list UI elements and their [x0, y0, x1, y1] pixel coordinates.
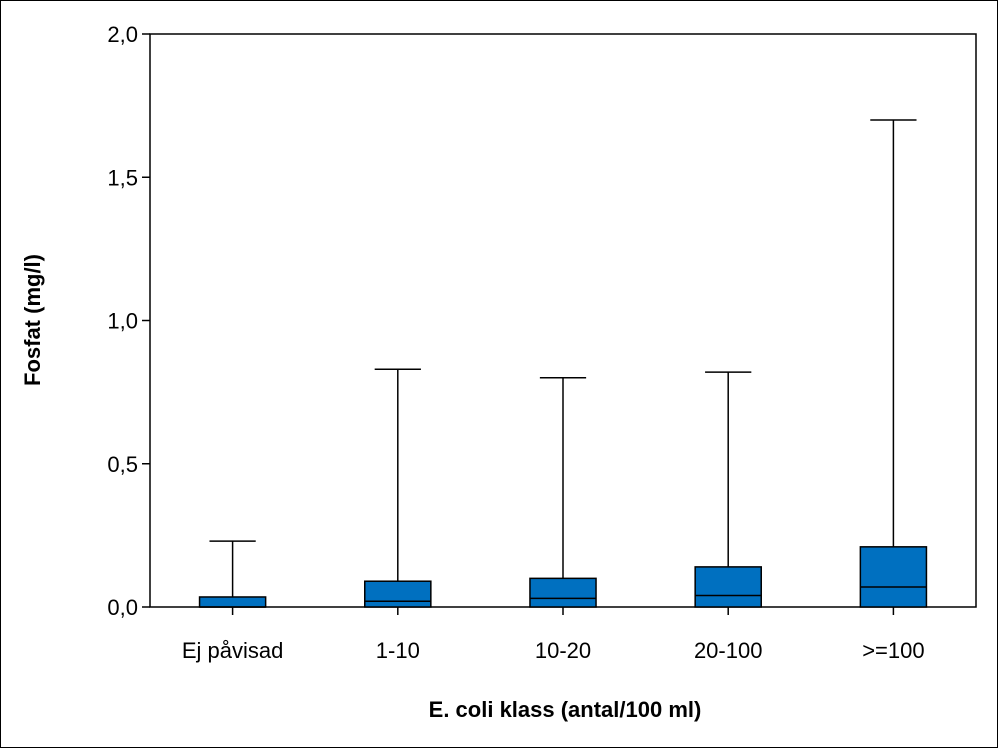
box-rect-2 — [529, 577, 597, 608]
x-tick-label-0: Ej påvisad — [182, 638, 284, 663]
box-3 — [694, 371, 762, 608]
box-rect-3 — [694, 566, 762, 608]
y-tick-label-1: 0,5 — [107, 452, 138, 477]
x-tick-label-4: >=100 — [862, 638, 924, 663]
box-1 — [364, 368, 432, 608]
y-axis: 0,0 0,5 1,0 1,5 2,0 — [107, 22, 150, 620]
y-axis-title: Fosfat (mg/l) — [20, 254, 45, 386]
x-tick-label-3: 20-100 — [694, 638, 763, 663]
x-tick-label-1: 1-10 — [376, 638, 420, 663]
x-axis: Ej påvisad 1-10 10-20 20-100 >=100 — [182, 607, 925, 663]
box-4 — [859, 119, 928, 608]
boxes — [198, 119, 928, 608]
y-tick-label-3: 1,5 — [107, 165, 138, 190]
y-tick-label-4: 2,0 — [107, 22, 138, 47]
box-0 — [198, 540, 267, 608]
x-axis-title: E. coli klass (antal/100 ml) — [429, 697, 702, 722]
y-tick-label-0: 0,0 — [107, 595, 138, 620]
box-rect-0 — [198, 596, 267, 608]
box-rect-4 — [859, 546, 928, 608]
y-tick-label-2: 1,0 — [107, 309, 138, 334]
box-rect-1 — [364, 580, 432, 608]
x-tick-label-2: 10-20 — [535, 638, 591, 663]
box-2 — [529, 377, 597, 608]
